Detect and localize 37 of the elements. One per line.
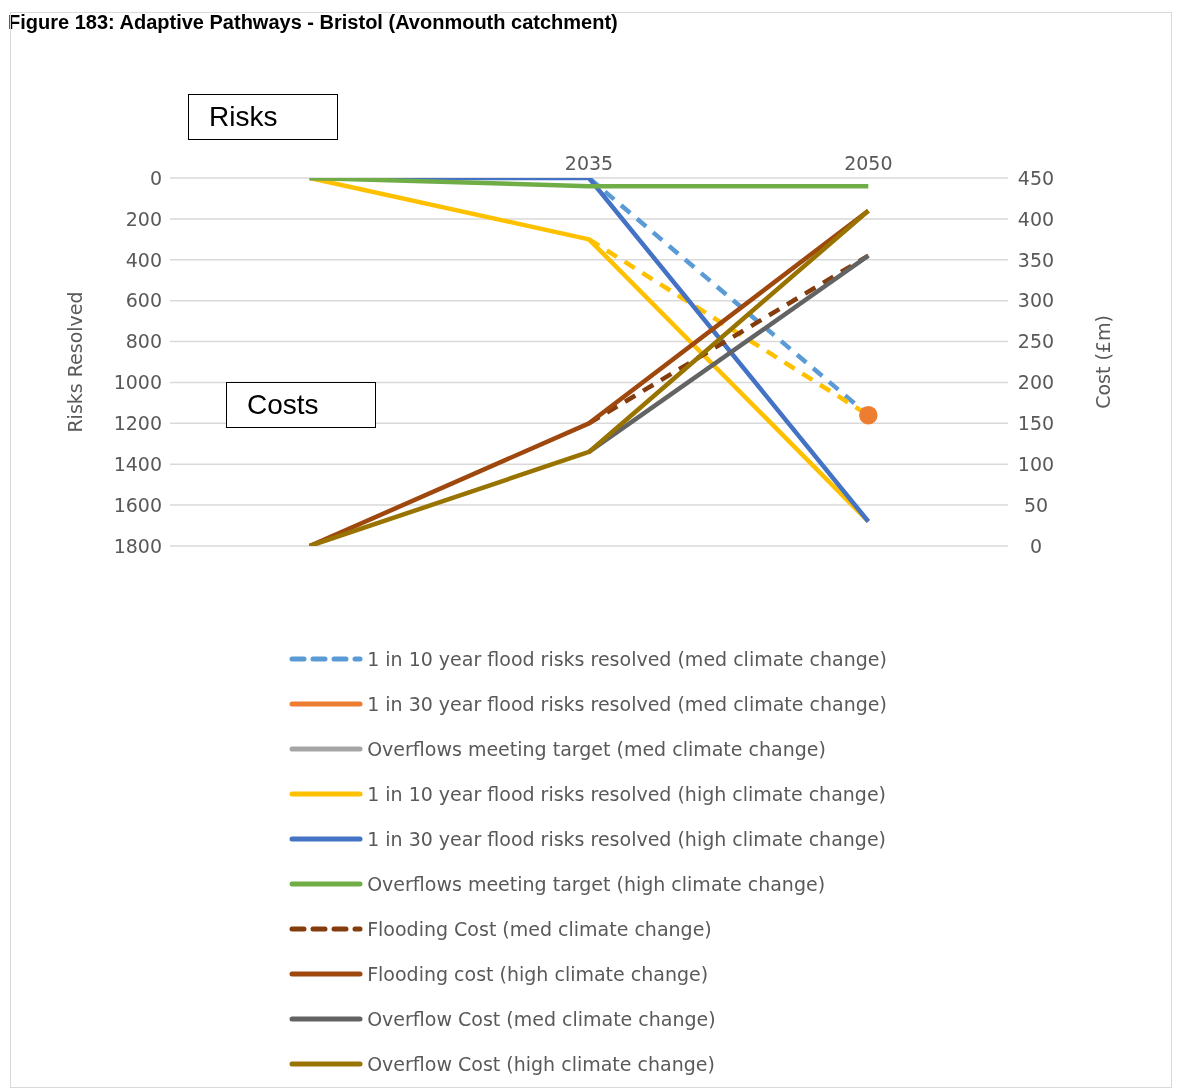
- y2-tick-label: 250: [1017, 330, 1055, 353]
- x-tick-label: 2035: [564, 152, 614, 174]
- legend-label: Flooding Cost (med climate change): [367, 917, 712, 940]
- legend-label: 1 in 10 year flood risks resolved (high climate change): [367, 782, 887, 805]
- y-axis-title: Risks Resolved: [63, 291, 86, 433]
- y2-tick-label: 350: [1017, 248, 1055, 271]
- legend-label: 1 in 30 year flood risks resolved (med climate change): [367, 692, 887, 715]
- x-tick-label: 2050: [844, 152, 893, 174]
- y-tick-label: 1800: [113, 534, 162, 557]
- y2-tick-label: 0: [1029, 534, 1043, 557]
- y2-tick-label: 300: [1017, 289, 1055, 312]
- y2-axis-title: Cost (£m): [1091, 315, 1114, 409]
- y2-tick-label: 100: [1017, 452, 1055, 475]
- y2-tick-label: 50: [1023, 493, 1049, 516]
- y-tick-label: 0: [149, 166, 162, 189]
- y-tick-label: 200: [125, 207, 162, 230]
- legend-label: 1 in 10 year flood risks resolved (med climate change): [367, 647, 887, 670]
- y-tick-label: 600: [125, 289, 162, 312]
- y-tick-label: 1200: [113, 412, 162, 435]
- legend-label: Overflows meeting target (med climate change): [367, 737, 826, 760]
- y2-tick-label: 400: [1017, 207, 1055, 230]
- y2-tick-label: 200: [1017, 371, 1055, 394]
- y2-tick-label: 450: [1017, 166, 1055, 189]
- text: Risks: [188, 94, 338, 140]
- chart-title: Figure 183: Adaptive Pathways - Bristol (Avonmouth catchment): [8, 10, 619, 35]
- y2-tick-label: 150: [1017, 412, 1055, 435]
- legend-label: Overflow Cost (high climate change): [367, 1052, 715, 1075]
- y-tick-label: 1600: [113, 493, 162, 516]
- annotation: Costs: [226, 382, 376, 428]
- y-tick-label: 400: [125, 248, 162, 271]
- y-tick-label: 1000: [113, 371, 162, 394]
- legend-label: 1 in 30 year flood risks resolved (high climate change): [367, 827, 887, 850]
- y-tick-label: 1400: [113, 452, 162, 475]
- y-tick-label: 800: [125, 330, 162, 353]
- legend-label: Overflow Cost (med climate change): [367, 1007, 716, 1030]
- legend-label: Overflows meeting target (high climate change): [367, 872, 826, 895]
- legend-label: Flooding cost (high climate change): [367, 962, 709, 985]
